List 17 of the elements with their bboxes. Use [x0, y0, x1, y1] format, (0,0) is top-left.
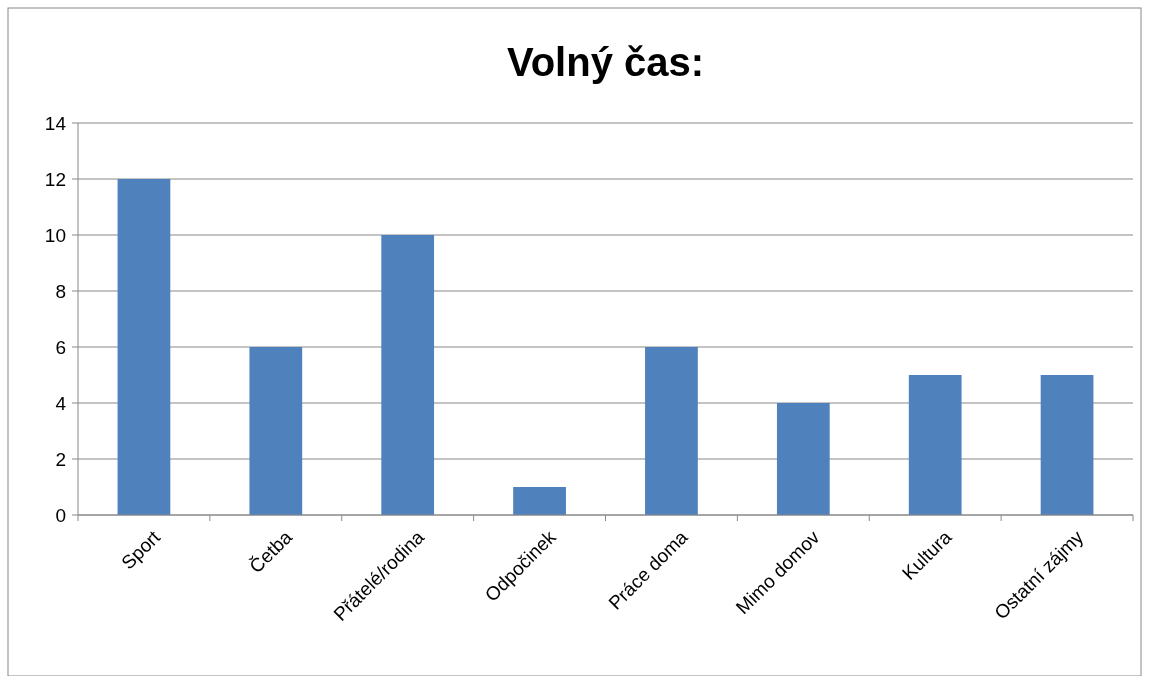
bar — [908, 375, 962, 515]
y-tick-label: 10 — [44, 224, 66, 246]
bar — [381, 235, 435, 515]
bar — [117, 179, 171, 515]
bar — [513, 487, 566, 515]
y-tick-label: 8 — [55, 280, 66, 302]
bar — [776, 403, 830, 515]
y-tick-label: 4 — [55, 392, 67, 414]
chart-title: Volný čas: — [506, 40, 705, 84]
y-tick-label: 14 — [44, 112, 67, 134]
y-tick-label: 2 — [55, 448, 66, 470]
y-tick-label: 12 — [44, 168, 66, 190]
bar — [1040, 375, 1094, 515]
y-tick-label: 6 — [55, 336, 66, 358]
y-tick-label: 0 — [55, 504, 66, 526]
bar — [249, 347, 303, 515]
bar — [645, 347, 698, 515]
